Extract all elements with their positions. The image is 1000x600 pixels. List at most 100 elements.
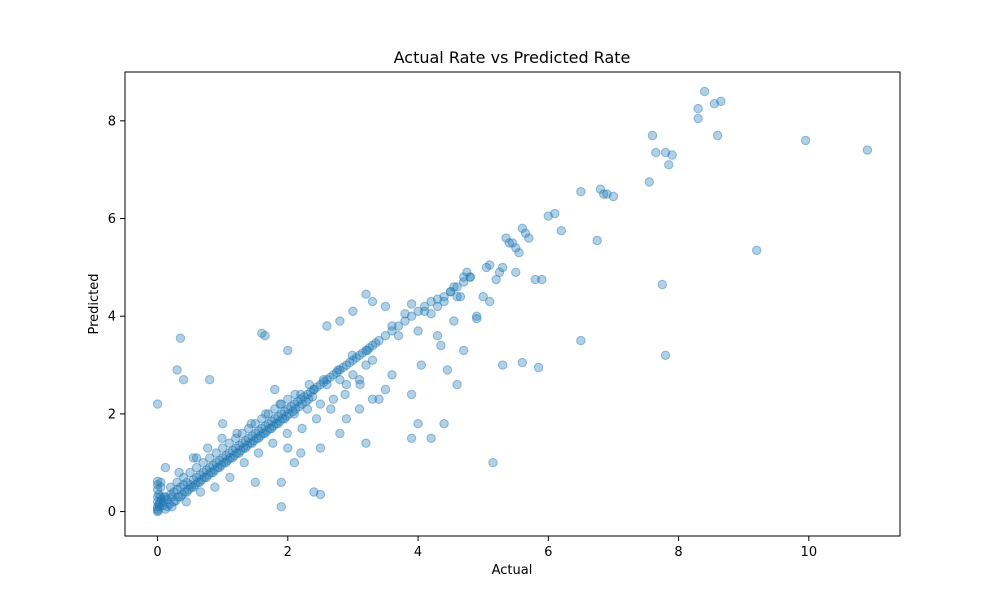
- data-point: [156, 494, 167, 505]
- data-point: [478, 292, 488, 302]
- data-point: [576, 335, 586, 346]
- data-point: [214, 455, 225, 465]
- data-point: [195, 487, 206, 497]
- data-point: [406, 311, 417, 321]
- data-point: [498, 262, 508, 273]
- x-axis-label: Actual: [492, 563, 533, 578]
- data-point: [178, 375, 189, 385]
- data-point: [436, 340, 446, 351]
- data-point: [351, 353, 361, 363]
- data-point: [332, 367, 342, 378]
- data-point: [155, 497, 165, 507]
- data-point: [257, 328, 267, 338]
- data-point: [152, 506, 163, 517]
- data-point: [154, 499, 164, 509]
- data-point: [550, 208, 560, 219]
- data-point: [175, 492, 186, 502]
- data-point: [218, 419, 228, 429]
- data-point: [333, 365, 343, 375]
- x-tick-label: 2: [284, 545, 292, 560]
- data-point: [205, 453, 215, 463]
- data-point: [299, 392, 309, 402]
- data-point: [184, 484, 194, 495]
- data-point: [301, 397, 311, 407]
- data-point: [191, 462, 202, 473]
- data-point: [367, 394, 378, 404]
- data-point: [335, 428, 345, 439]
- data-point: [171, 496, 181, 506]
- data-point: [172, 365, 182, 375]
- data-point: [205, 375, 215, 385]
- data-point: [465, 272, 475, 282]
- data-point: [340, 389, 350, 400]
- y-tick-label: 2: [108, 407, 116, 422]
- data-point: [348, 370, 358, 380]
- data-point: [406, 433, 417, 443]
- data-point: [190, 480, 201, 490]
- data-point: [283, 443, 293, 453]
- data-point: [481, 262, 492, 273]
- data-point: [178, 480, 189, 490]
- data-point: [442, 365, 453, 375]
- data-point: [239, 458, 249, 468]
- data-point: [217, 433, 227, 443]
- data-point: [198, 458, 208, 468]
- data-point: [514, 248, 524, 258]
- data-point: [472, 314, 482, 324]
- data-point: [297, 423, 307, 434]
- data-point: [195, 470, 205, 480]
- y-tick-label: 0: [108, 505, 116, 520]
- data-point: [152, 504, 163, 514]
- y-tick-label: 6: [108, 212, 116, 227]
- data-point: [328, 394, 339, 404]
- data-point: [246, 419, 257, 429]
- data-point: [709, 99, 720, 109]
- data-point: [498, 360, 508, 370]
- data-point: [242, 440, 253, 451]
- data-point: [322, 375, 332, 385]
- data-point: [432, 301, 443, 312]
- data-point: [312, 382, 322, 392]
- data-point: [172, 477, 182, 487]
- data-point: [253, 426, 264, 436]
- data-point: [543, 211, 553, 221]
- data-point: [283, 345, 293, 356]
- data-point: [292, 397, 303, 407]
- data-point: [432, 294, 443, 304]
- data-point: [406, 389, 417, 400]
- data-point: [452, 292, 462, 302]
- data-point: [225, 472, 235, 483]
- data-point: [262, 426, 272, 436]
- data-point: [165, 489, 176, 500]
- data-point: [309, 487, 319, 497]
- data-point: [188, 482, 199, 492]
- data-point: [315, 379, 326, 390]
- data-point: [380, 384, 391, 395]
- data-point: [162, 494, 173, 505]
- data-point: [393, 321, 404, 331]
- data-point: [283, 394, 293, 404]
- data-point: [286, 401, 296, 412]
- data-point: [439, 419, 449, 429]
- data-point: [244, 433, 254, 443]
- data-point: [154, 502, 165, 512]
- data-point: [193, 477, 203, 487]
- data-point: [257, 423, 267, 434]
- data-point: [154, 489, 164, 500]
- data-point: [511, 267, 521, 277]
- data-point: [387, 321, 397, 331]
- data-point: [181, 497, 191, 507]
- x-tick-label: 6: [544, 545, 552, 560]
- data-point: [537, 274, 547, 285]
- data-point: [488, 458, 498, 468]
- data-point: [174, 467, 184, 478]
- data-point: [367, 340, 378, 351]
- data-point: [273, 411, 283, 421]
- data-point: [657, 279, 667, 290]
- data-point: [282, 428, 292, 439]
- data-point: [227, 453, 238, 463]
- data-point: [599, 189, 609, 199]
- data-point: [266, 416, 277, 426]
- data-point: [203, 443, 213, 453]
- data-point: [288, 406, 298, 417]
